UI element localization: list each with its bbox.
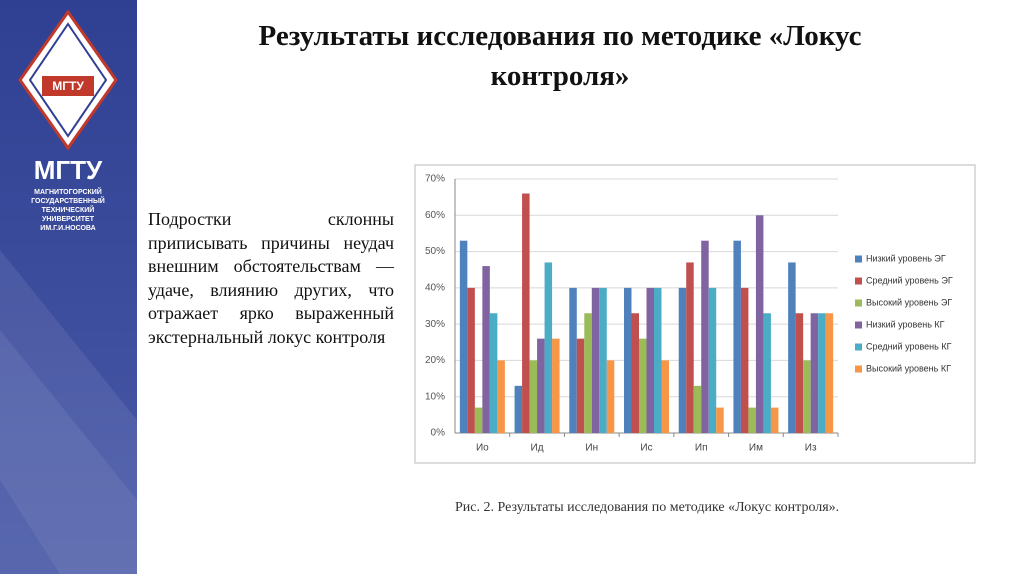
bar (489, 313, 498, 433)
bar (631, 313, 639, 433)
bar (803, 360, 811, 433)
bar (795, 313, 804, 433)
legend-swatch (855, 365, 862, 373)
x-tick-label: Из (805, 443, 817, 454)
legend-label: Средний уровень ЭГ (866, 275, 953, 285)
bar (497, 360, 505, 433)
bar (693, 385, 702, 433)
logo-band (42, 76, 94, 96)
bar (678, 287, 687, 433)
bar (467, 287, 475, 433)
legend-swatch (855, 299, 862, 307)
university-line: МАГНИТОГОРСКИЙ (34, 187, 102, 196)
bar (544, 262, 553, 433)
university-line: ИМ.Г.И.НОСОВА (40, 225, 95, 232)
x-tick-label: Им (749, 443, 763, 454)
bar (639, 338, 647, 433)
bar (763, 313, 771, 433)
legend-swatch (855, 277, 862, 285)
y-tick-label: 10% (425, 391, 445, 402)
legend-swatch (855, 255, 862, 263)
bar (788, 262, 796, 433)
body-text: Подростки склонны приписывать причины не… (148, 209, 394, 347)
bar (537, 338, 545, 433)
bar (825, 313, 834, 433)
logo-inner (28, 22, 108, 138)
bar (514, 385, 523, 433)
bar (740, 287, 749, 433)
sidebar-stripe (0, 330, 137, 574)
bar (522, 193, 530, 433)
bar (818, 313, 826, 433)
bar (529, 360, 538, 433)
y-tick-label: 70% (425, 174, 445, 185)
bar (482, 266, 490, 433)
bar (716, 407, 724, 433)
y-tick-label: 40% (425, 282, 445, 293)
bar (770, 407, 779, 433)
bar (591, 287, 600, 433)
bar (701, 240, 709, 433)
bar (569, 287, 577, 433)
y-tick-label: 30% (425, 319, 445, 330)
university-line: УНИВЕРСИТЕТ (42, 216, 95, 223)
chart-frame (414, 164, 976, 464)
x-tick-label: Ид (531, 443, 544, 454)
legend-label: Высокий уровень ЭГ (866, 297, 952, 307)
slide-title: Результаты исследования по методике «Лок… (258, 20, 862, 92)
figure-caption: Рис. 2. Результаты исследования по метод… (455, 500, 840, 515)
legend-swatch (855, 321, 862, 329)
x-tick-label: Ип (695, 443, 708, 454)
bar (459, 240, 468, 433)
bar (661, 360, 669, 433)
bar (654, 287, 662, 433)
legend-swatch (855, 343, 862, 351)
university-line: ТЕХНИЧЕСКИЙ (42, 205, 95, 214)
logo-mark: МГТУ (52, 79, 84, 93)
bar (810, 313, 819, 433)
bar (686, 262, 694, 433)
legend-label: Низкий уровень ЭГ (866, 253, 946, 263)
x-tick-label: Ин (585, 443, 598, 454)
bar (624, 287, 632, 433)
legend-label: Низкий уровень КГ (866, 319, 945, 329)
sidebar-stripe (0, 250, 137, 574)
bar (755, 215, 764, 433)
bar (708, 287, 717, 433)
bar (599, 287, 607, 433)
y-tick-label: 50% (425, 246, 445, 257)
bar (606, 360, 615, 433)
y-tick-label: 0% (431, 428, 446, 439)
x-tick-label: Ио (476, 443, 489, 454)
x-tick-label: Ис (640, 443, 652, 454)
logo-text: МГТУ (34, 155, 103, 185)
bar (748, 407, 756, 433)
y-tick-label: 20% (425, 355, 445, 366)
bar (733, 240, 741, 433)
bar (552, 338, 560, 433)
legend-label: Средний уровень КГ (866, 341, 952, 351)
bar (584, 313, 592, 433)
bar (576, 338, 585, 433)
bar (646, 287, 654, 433)
legend-label: Высокий уровень КГ (866, 363, 951, 373)
y-tick-label: 60% (425, 210, 445, 221)
bar (474, 407, 483, 433)
university-line: ГОСУДАРСТВЕННЫЙ (31, 196, 105, 205)
